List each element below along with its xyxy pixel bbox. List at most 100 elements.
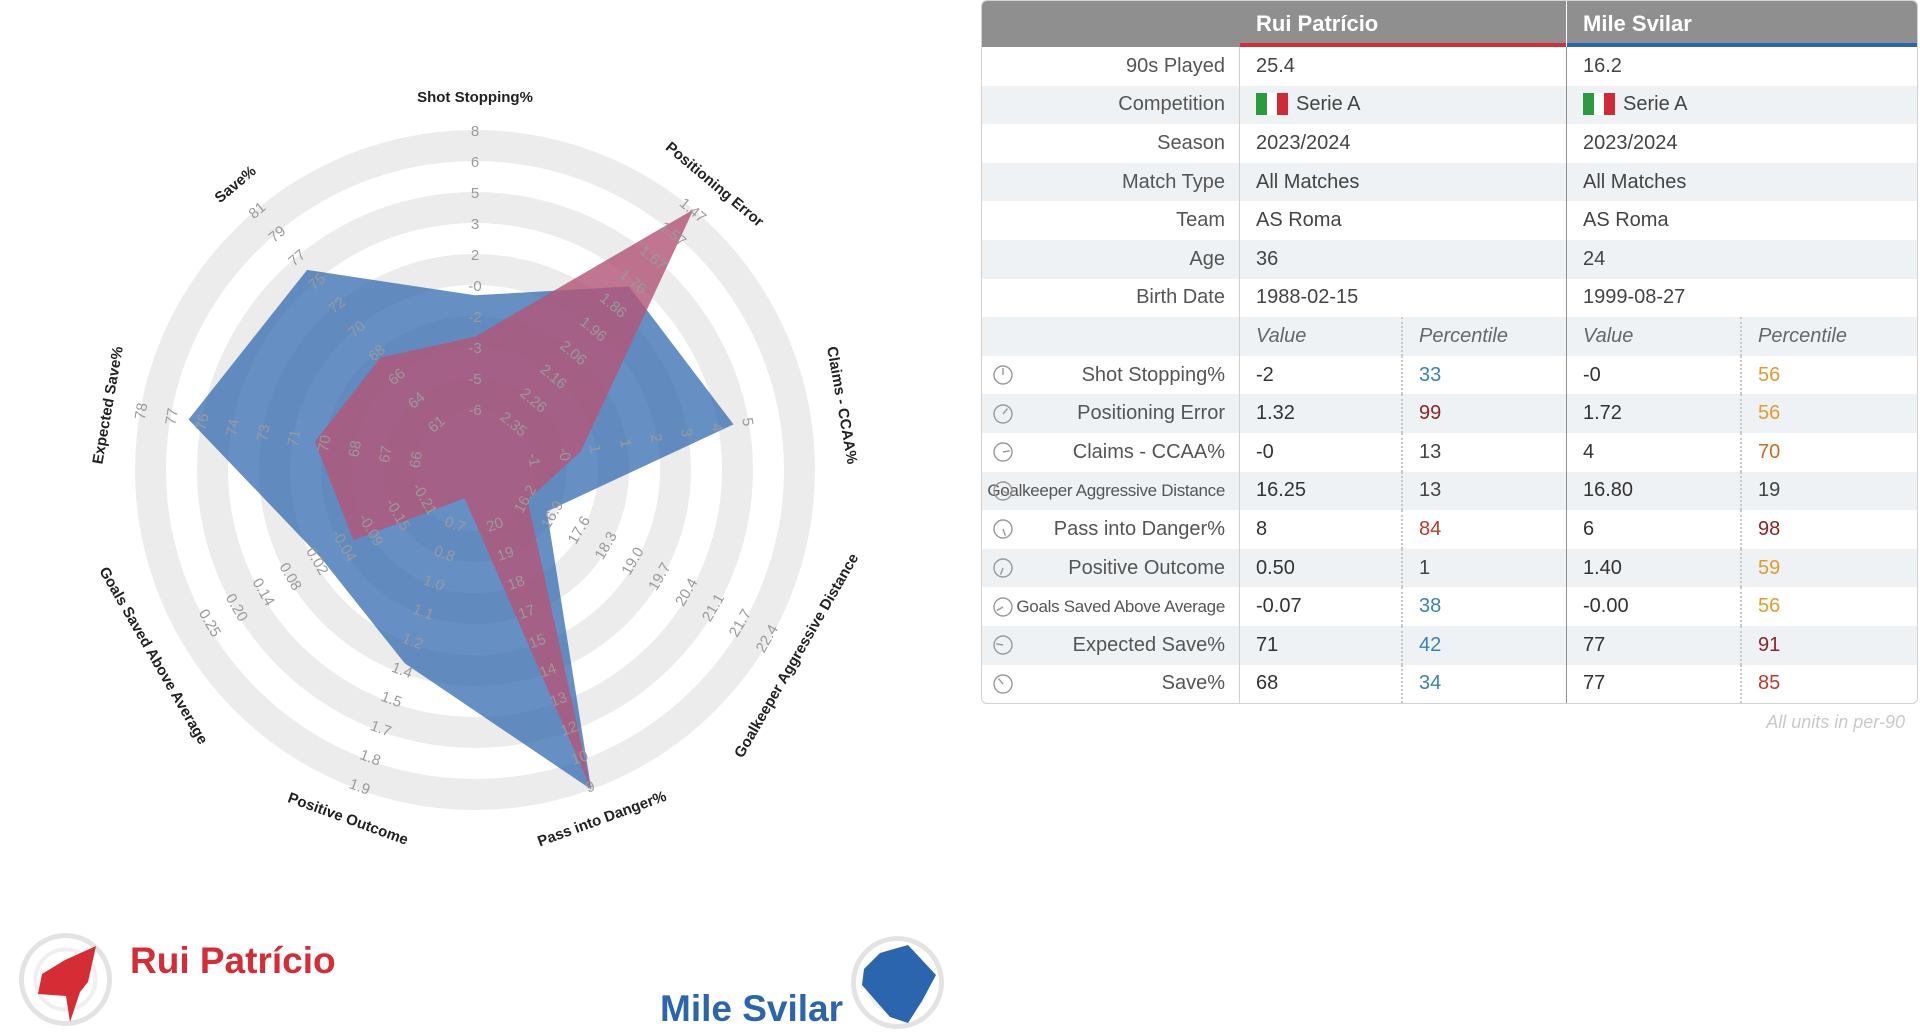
row-label: Competition <box>982 85 1240 125</box>
axis-tick-label: -1 <box>524 452 543 468</box>
stat-a-value: -0 <box>1240 432 1403 472</box>
stat-label-cell: Goals Saved Above Average <box>982 587 1240 626</box>
axis-tick-label: 0.8 <box>432 543 457 566</box>
axis-tick-label: -5 <box>468 371 481 388</box>
comparison-table: Rui Patrício Mile Svilar 90s Played 25.4 1… <box>981 0 1918 705</box>
table-row: Shot Stopping% -2 33 -0 56 <box>982 355 1917 395</box>
header-blank <box>982 1 1240 47</box>
axis-tick-label: -2 <box>468 309 481 326</box>
stat-b: 16.80 19 <box>1567 471 1917 511</box>
stat-a-percentile: 1 <box>1419 556 1431 579</box>
axis-tick-label: 68 <box>345 439 365 458</box>
subheader-blank <box>982 317 1240 356</box>
axis-tick-label: -0 <box>468 278 481 295</box>
stat-b-value: -0.00 <box>1567 587 1742 626</box>
row-value-b: 2023/2024 <box>1567 124 1917 163</box>
table-row: Team AS Roma AS Roma <box>982 201 1917 240</box>
stat-a-percentile: 42 <box>1419 633 1442 656</box>
row-value-a: Serie A <box>1240 85 1567 125</box>
stat-dial-icon <box>993 519 1013 540</box>
axis-tick-label: 66 <box>407 450 427 469</box>
stat-b-value: 6 <box>1567 510 1742 549</box>
stat-a-value: 0.50 <box>1240 548 1403 588</box>
row-label: Match Type <box>982 162 1240 202</box>
axis-tick-label: 1 <box>616 438 634 449</box>
stat-a-percentile: 13 <box>1419 479 1442 502</box>
stat-a-value: -2 <box>1240 355 1403 395</box>
stat-label-cell: Pass into Danger% <box>982 510 1240 549</box>
stat-b-percentile: 56 <box>1758 595 1781 618</box>
axis-tick-label: 1.0 <box>421 572 446 595</box>
units-note: All units in per-90 <box>1766 712 1905 732</box>
stat-label-cell: Claims - CCAA% <box>982 432 1240 472</box>
stat-a-percentile: 34 <box>1419 672 1442 695</box>
row-value-b: AS Roma <box>1567 201 1917 240</box>
stat-label-cell: Shot Stopping% <box>982 355 1240 395</box>
axis-tick-label: 74 <box>223 418 243 437</box>
stat-label-cell: Goalkeeper Aggressive Distance <box>982 471 1240 511</box>
axis-tick-label: 8 <box>471 123 479 140</box>
stat-dial-icon <box>993 365 1013 385</box>
stat-dial-icon <box>993 481 1013 501</box>
header-player-a-name: Rui Patrício <box>1256 11 1379 36</box>
axis-tick-label: 17 <box>516 601 537 623</box>
italy-flag-icon <box>1256 92 1288 115</box>
row-value-a: All Matches <box>1240 162 1567 202</box>
stat-b-percentile: 70 <box>1758 440 1781 463</box>
axis-tick-label: 73 <box>254 423 274 442</box>
axis-tick-label: 15 <box>527 631 548 653</box>
axis-tick-label: -0 <box>555 446 574 462</box>
radar-chart: -6 -5 -3 -2 -0 2 3 5 6 8 Shot Stopping% 2.35 2.26 2.1… <box>0 0 960 1030</box>
stat-label-cell: Positive Outcome <box>982 548 1240 588</box>
stat-dial-icon <box>993 558 1013 578</box>
stat-b: 1.40 59 <box>1567 548 1917 588</box>
subheader-b-value: Value <box>1567 317 1742 356</box>
axis-tick-label: 2 <box>647 433 665 444</box>
row-value-a: AS Roma <box>1240 201 1567 240</box>
stat-label: Claims - CCAA% <box>1072 440 1225 463</box>
stat-b-percentile: 56 <box>1758 402 1781 425</box>
player-b-color-bar <box>1567 43 1917 47</box>
axis-tick-label: -6 <box>468 402 481 419</box>
axis-tick-label: 67 <box>376 445 396 464</box>
table-row: Match Type All Matches All Matches <box>982 162 1917 202</box>
subheader-b-percentile: Percentile <box>1758 324 1847 347</box>
stat-a-percentile: 99 <box>1419 402 1442 425</box>
table-row: Birth Date 1988-02-15 1999-08-27 <box>982 278 1917 318</box>
stat-b-percentile: 98 <box>1758 517 1781 540</box>
axis-tick-label: 20 <box>484 514 505 536</box>
header-player-b-name: Mile Svilar <box>1583 11 1692 36</box>
table-row: Goalkeeper Aggressive Distance 16.25 13 16.… <box>982 471 1917 511</box>
row-value-b: All Matches <box>1567 163 1917 202</box>
table-row: Season 2023/2024 2023/2024 <box>982 124 1917 163</box>
stat-label-cell: Expected Save% <box>982 625 1240 665</box>
table-subheader-row: Value Percentile Value Percentile <box>982 317 1917 356</box>
stat-label-cell: Positioning Error <box>982 394 1240 433</box>
axis-tick-label: 6 <box>471 154 479 171</box>
axis-tick-label: 77 <box>162 407 182 426</box>
table-row: Expected Save% 71 42 77 91 <box>982 625 1917 665</box>
row-value-b-text: AS Roma <box>1583 209 1669 232</box>
row-value-b-text: All Matches <box>1583 170 1687 193</box>
stat-rows: Shot Stopping% -2 33 -0 56 Positioning Error 1… <box>982 355 1917 704</box>
table-header-row: Rui Patrício Mile Svilar <box>982 1 1917 47</box>
row-value-b: Serie A <box>1567 86 1917 125</box>
subheader-a-value: Value <box>1240 317 1403 356</box>
stat-a-percentile: 38 <box>1419 595 1442 618</box>
stat-b-percentile: 19 <box>1758 479 1781 502</box>
stat-label: Goals Saved Above Average <box>1016 596 1225 616</box>
table-row: Age 36 24 <box>982 239 1917 279</box>
axis-tick-label: -3 <box>468 340 481 357</box>
row-label: Age <box>982 239 1240 279</box>
row-label: Season <box>982 124 1240 163</box>
stat-b-percentile: 56 <box>1758 363 1781 386</box>
stat-a-value: 1.32 <box>1240 394 1403 433</box>
stat-b: 6 98 <box>1567 510 1917 549</box>
row-value-a: 2023/2024 <box>1240 124 1567 163</box>
axis-tick-label: 3 <box>471 216 479 233</box>
row-label: Birth Date <box>982 278 1240 318</box>
subheader-a: Value Percentile <box>1240 317 1567 356</box>
stat-a: -0 13 <box>1240 432 1567 472</box>
row-value-a-text: 2023/2024 <box>1256 131 1351 154</box>
